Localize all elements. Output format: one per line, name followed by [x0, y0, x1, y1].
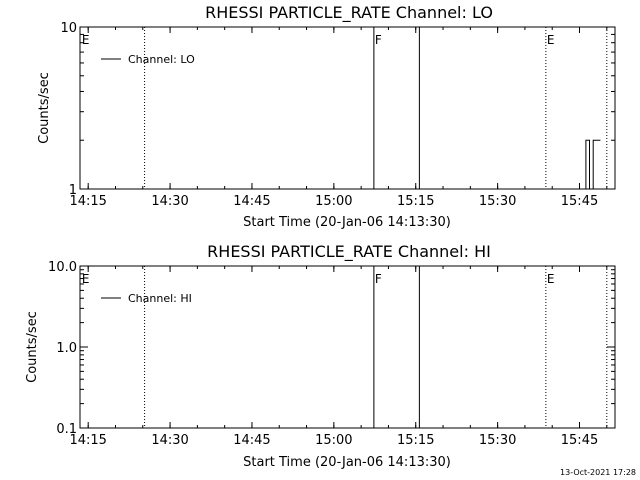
- lo-plot-frame: [79, 26, 616, 190]
- generation-timestamp: 13-Oct-2021 17:28: [560, 468, 636, 477]
- event-marker-label: E: [82, 272, 90, 286]
- y-tick-label: 10: [60, 21, 77, 36]
- event-marker-label: E: [547, 272, 555, 286]
- y-tick-label: 1: [69, 183, 77, 198]
- x-tick-label: 15:15: [397, 194, 434, 209]
- event-marker-label: F: [375, 33, 382, 47]
- lo-y-axis-label: Counts/sec: [37, 72, 52, 144]
- event-marker-label: E: [82, 33, 90, 47]
- x-tick-label: 14:15: [69, 433, 106, 448]
- hi-chart-title: RHESSI PARTICLE_RATE Channel: HI: [207, 242, 491, 262]
- x-tick-label: 15:45: [561, 194, 598, 209]
- hi-x-axis-label: Start Time (20-Jan-06 14:13:30): [243, 455, 451, 470]
- x-tick-label: 14:45: [233, 194, 270, 209]
- hi-channel-panel: RHESSI PARTICLE_RATE Channel: HI Counts/…: [25, 242, 616, 470]
- x-tick-label: 15:30: [479, 433, 516, 448]
- x-tick-label: 14:30: [151, 433, 188, 448]
- x-tick-label: 15:30: [479, 194, 516, 209]
- hi-legend: Channel: HI: [101, 292, 192, 305]
- event-marker-label: E: [547, 33, 555, 47]
- x-tick-label: 15:15: [397, 433, 434, 448]
- x-tick-label: 15:00: [315, 194, 352, 209]
- event-marker-label: F: [375, 272, 382, 286]
- x-tick-label: 14:15: [69, 194, 106, 209]
- lo-axis-ticks: 14:15 14:30 14:45 15:00 15:15 15:30 15:45 1 10: [60, 21, 615, 209]
- x-tick-label: 15:45: [561, 433, 598, 448]
- lo-channel-panel: RHESSI PARTICLE_RATE Channel: LO Counts/…: [37, 3, 616, 230]
- lo-series: [585, 139, 601, 190]
- hi-legend-label: Channel: HI: [128, 292, 192, 305]
- hi-axis-ticks: 14:15 14:30 14:45 15:00 15:15 15:30 15:45 0.1 1.…: [48, 260, 615, 448]
- series-line: [585, 139, 601, 190]
- x-tick-label: 14:45: [233, 433, 270, 448]
- lo-x-axis-label: Start Time (20-Jan-06 14:13:30): [243, 215, 451, 230]
- hi-y-axis-label: Counts/sec: [25, 311, 40, 383]
- y-tick-label: 1.0: [56, 341, 77, 356]
- lo-legend-label: Channel: LO: [128, 53, 195, 66]
- y-tick-label: 10.0: [48, 260, 77, 275]
- lo-chart-title: RHESSI PARTICLE_RATE Channel: LO: [205, 3, 493, 23]
- x-tick-label: 14:30: [151, 194, 188, 209]
- lo-legend: Channel: LO: [101, 53, 195, 66]
- hi-plot-frame: [79, 265, 616, 429]
- x-tick-label: 15:00: [315, 433, 352, 448]
- y-tick-label: 0.1: [56, 422, 77, 437]
